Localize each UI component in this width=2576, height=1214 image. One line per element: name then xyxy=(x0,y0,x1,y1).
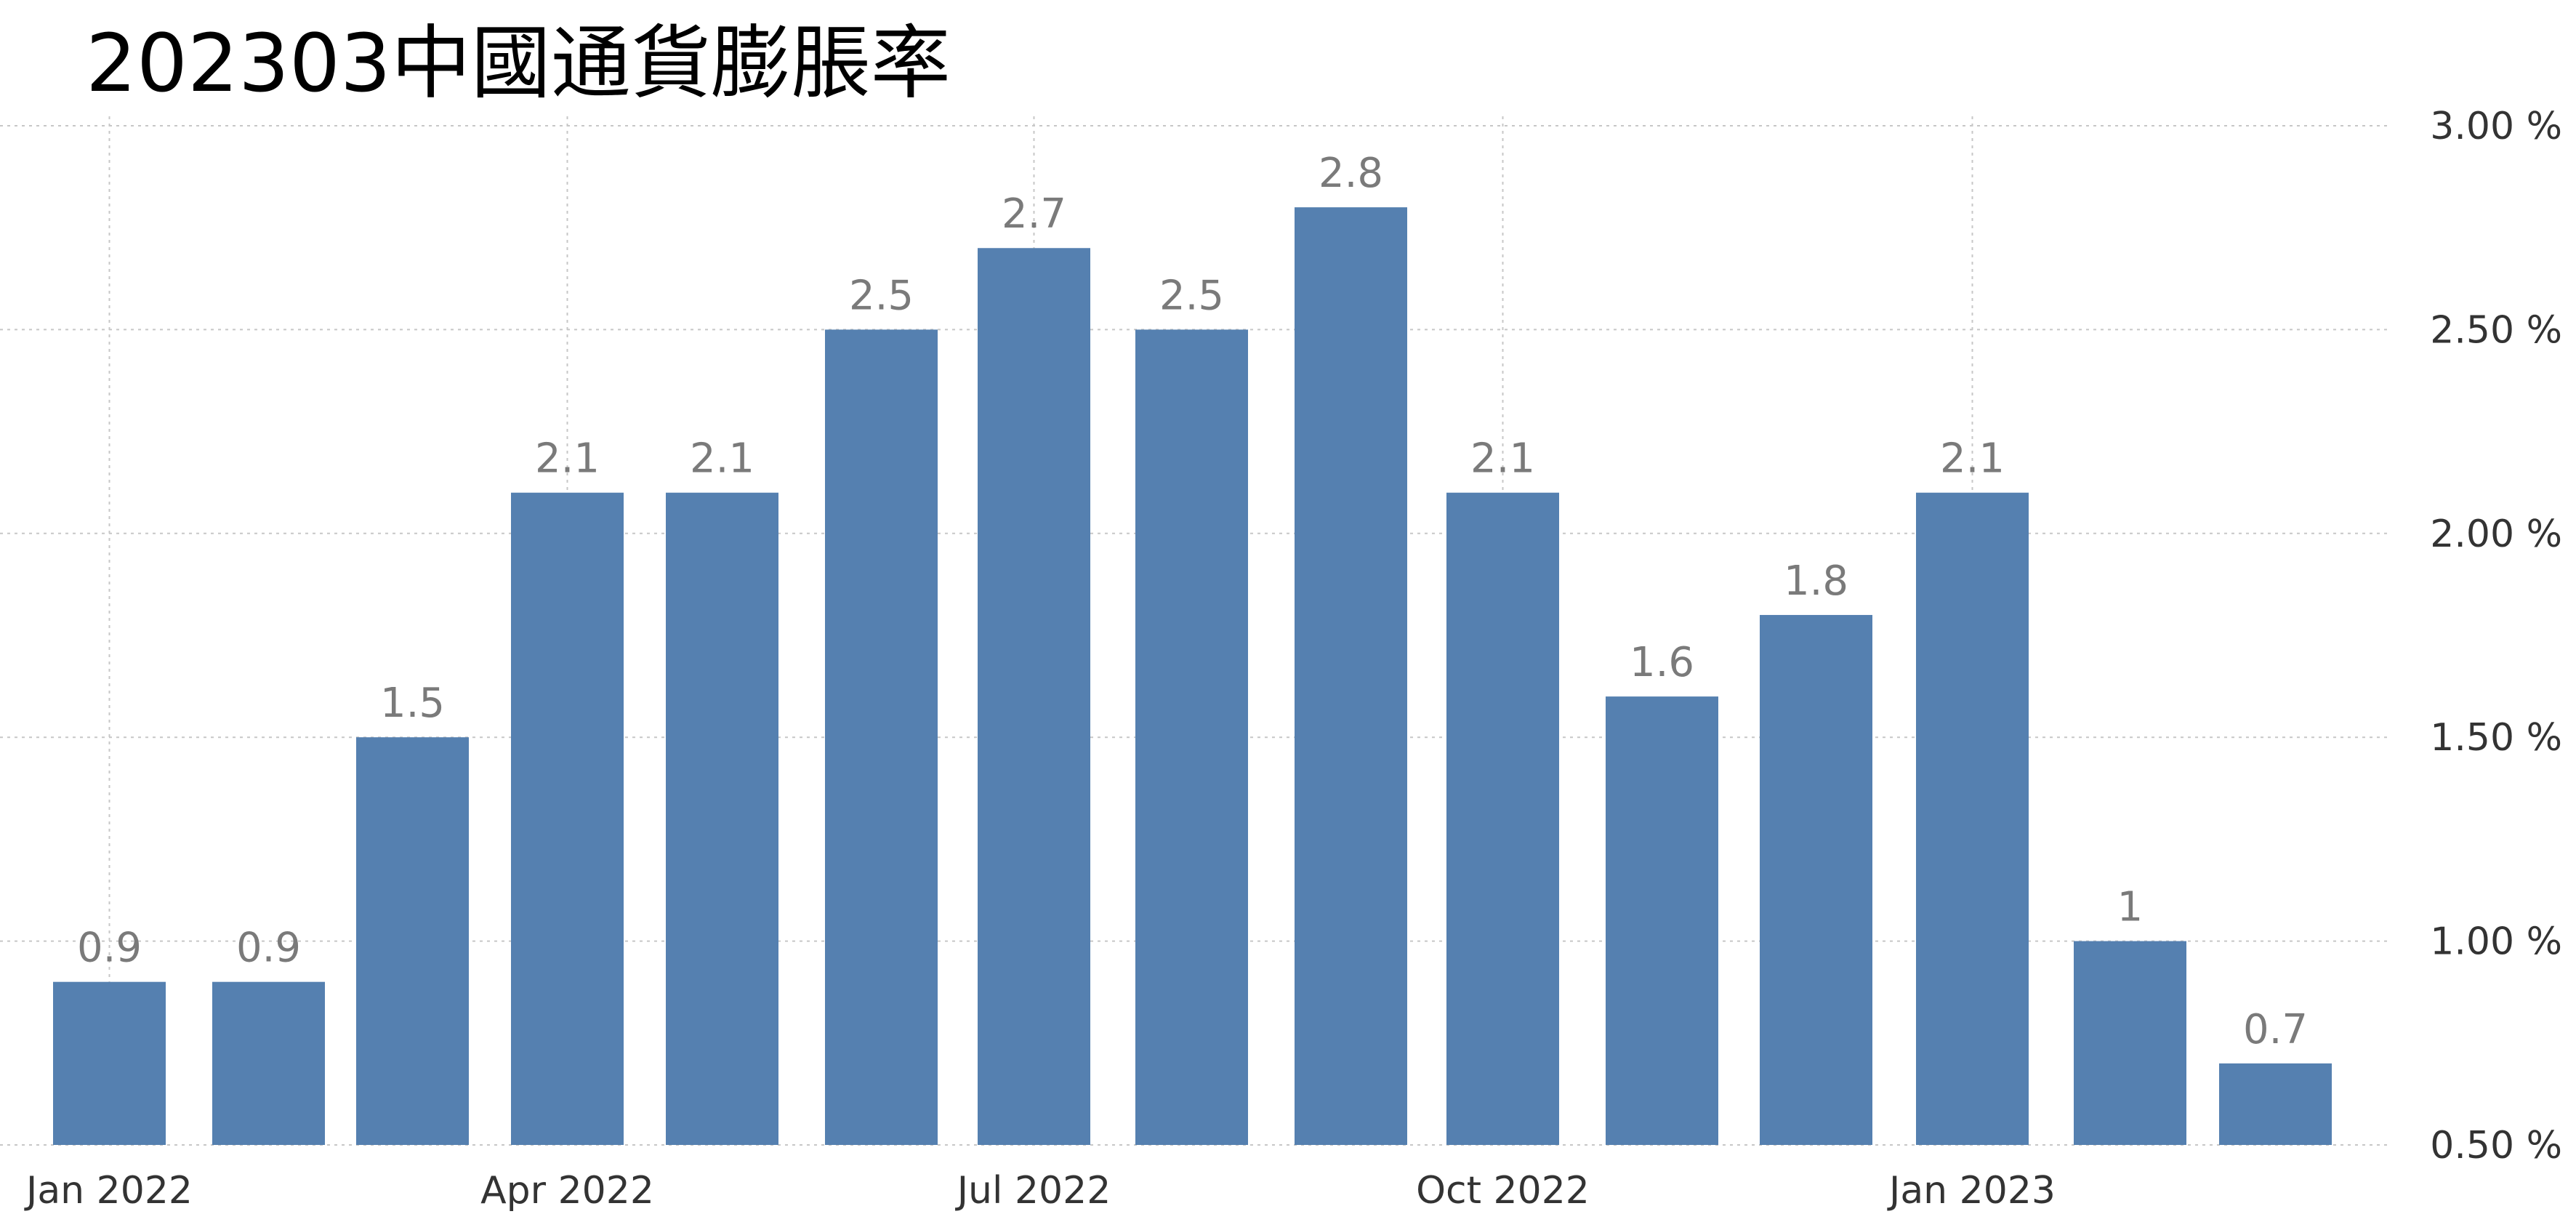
bar xyxy=(1135,329,1248,1145)
bar xyxy=(2219,1063,2332,1145)
data-label: 2.1 xyxy=(690,435,754,483)
x-tick-label: Jul 2022 xyxy=(955,1169,1111,1213)
data-label: 1.5 xyxy=(380,680,445,727)
data-label: 2.7 xyxy=(1002,190,1066,238)
x-tick-label: Jan 2023 xyxy=(1887,1169,2056,1213)
bar xyxy=(356,737,469,1145)
data-labels: 0.9 0.9 1.5 2.1 2.1 2.5 2.7 2.5 2.8 2.1 1.6 1.8 2.1 1… xyxy=(77,150,2308,1053)
data-label: 2.5 xyxy=(849,272,914,319)
bar xyxy=(53,981,166,1145)
data-label: 1.8 xyxy=(1784,558,1848,605)
data-label: 0.9 xyxy=(77,925,142,972)
data-label: 2.1 xyxy=(1470,435,1535,483)
bar xyxy=(666,492,778,1145)
y-tick-label: 2.50 % xyxy=(2430,308,2562,352)
bar xyxy=(212,981,325,1145)
data-label: 1.6 xyxy=(1630,639,1694,686)
data-label: 2.1 xyxy=(535,435,600,483)
y-tick-label: 0.50 % xyxy=(2430,1124,2562,1167)
data-label: 0.7 xyxy=(2243,1006,2308,1053)
bar xyxy=(2074,941,2186,1145)
y-tick-label: 2.00 % xyxy=(2430,512,2562,556)
y-tick-label: 3.00 % xyxy=(2430,105,2562,148)
x-tick-label: Apr 2022 xyxy=(480,1169,654,1213)
bar xyxy=(1295,207,1407,1145)
bar xyxy=(1916,492,2029,1145)
y-axis: 0.50 % 1.00 % 1.50 % 2.00 % 2.50 % 3.00 % xyxy=(2430,105,2562,1167)
chart-title: 202303中國通貨膨脹率 xyxy=(86,17,951,110)
data-label: 1 xyxy=(2117,884,2144,931)
x-tick-label: Jan 2022 xyxy=(24,1169,193,1213)
bar xyxy=(825,329,938,1145)
data-label: 2.1 xyxy=(1940,435,2005,483)
bar xyxy=(1760,614,1872,1145)
bars xyxy=(53,207,2332,1145)
data-label: 2.8 xyxy=(1319,150,1383,197)
data-label: 0.9 xyxy=(236,925,301,972)
bar xyxy=(1446,492,1559,1145)
bar xyxy=(511,492,624,1145)
data-label: 2.5 xyxy=(1159,272,1224,319)
bar xyxy=(1606,696,1718,1145)
x-axis: Jan 2022 Apr 2022 Jul 2022 Oct 2022 Jan 2023 xyxy=(24,1169,2056,1213)
bar xyxy=(978,248,1090,1145)
y-tick-label: 1.50 % xyxy=(2430,716,2562,760)
y-tick-label: 1.00 % xyxy=(2430,920,2562,964)
x-tick-label: Oct 2022 xyxy=(1416,1169,1590,1213)
